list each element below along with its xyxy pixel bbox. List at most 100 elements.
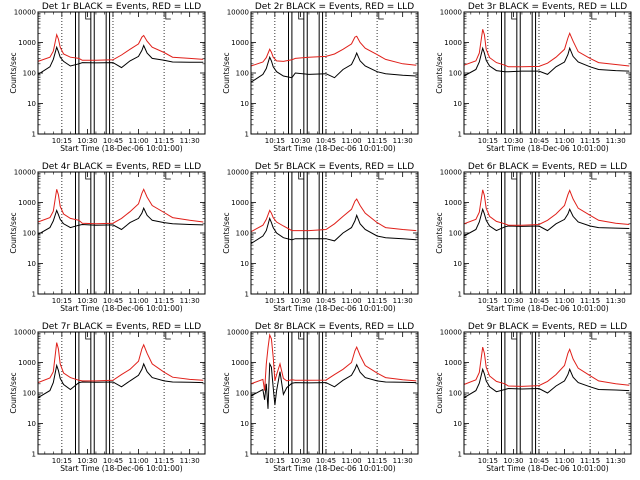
marker-bar	[298, 172, 304, 180]
y-axis-label: Counts/sec	[435, 52, 444, 93]
y-tick-label: 1	[32, 131, 36, 139]
y-tick-label: 10	[453, 420, 462, 428]
events-series-line	[250, 361, 417, 409]
y-tick-label: 10	[240, 420, 249, 428]
x-tick-label: 10:30	[77, 137, 97, 145]
y-tick-label: 100	[23, 390, 36, 398]
x-tick-label: 10:45	[529, 137, 549, 145]
x-tick-label: 11:15	[580, 457, 600, 465]
x-tick-label: 10:15	[478, 457, 498, 465]
marker-bar	[85, 12, 91, 20]
marker-bar	[165, 172, 171, 180]
marker-bar	[298, 12, 304, 20]
y-tick-label: 1000	[18, 199, 36, 207]
y-tick-label: 1	[245, 291, 249, 299]
y-tick-label: 100	[23, 70, 36, 78]
plot-frame	[37, 171, 206, 295]
lld-series-line	[250, 333, 417, 391]
plot-frame	[250, 171, 419, 295]
panel-9: Det 9r BLACK = Events, RED = LLD 1 10 100 10…	[435, 322, 632, 473]
y-tick-label: 1	[245, 451, 249, 459]
y-tick-label: 100	[23, 230, 36, 238]
x-tick-label: 10:15	[478, 297, 498, 305]
x-tick-label: 10:30	[503, 297, 523, 305]
x-tick-label: 11:30	[606, 297, 626, 305]
x-tick-label: 10:15	[265, 297, 285, 305]
y-tick-label: 10000	[227, 169, 249, 177]
x-tick-label: 10:45	[103, 297, 123, 305]
x-tick-label: 10:45	[103, 137, 123, 145]
x-tick-label: 11:00	[341, 137, 361, 145]
x-tick-label: 10:15	[478, 137, 498, 145]
x-tick-label: 11:30	[606, 457, 626, 465]
y-tick-label: 10000	[440, 169, 462, 177]
events-series-line	[463, 46, 630, 77]
x-tick-label: 11:30	[180, 457, 200, 465]
y-tick-label: 1	[458, 291, 462, 299]
x-tick-label: 11:00	[554, 457, 574, 465]
x-tick-label: 10:30	[290, 137, 310, 145]
events-series-line	[37, 206, 204, 235]
x-tick-label: 10:45	[316, 297, 336, 305]
x-tick-label: 10:30	[77, 297, 97, 305]
events-series-line	[37, 44, 204, 75]
lld-series-line	[250, 198, 417, 233]
x-axis-label: Start Time (18-Dec-06 10:01:00)	[486, 304, 608, 313]
y-axis-label: Counts/sec	[9, 372, 18, 413]
panel-title: Det 8r BLACK = Events, RED = LLD	[255, 322, 414, 332]
panel-6: Det 6r BLACK = Events, RED = LLD 1 10 100 10…	[435, 162, 632, 313]
marker-bar	[378, 12, 384, 20]
x-tick-label: 10:15	[52, 137, 72, 145]
x-tick-label: 11:15	[154, 457, 174, 465]
x-tick-label: 11:30	[180, 137, 200, 145]
y-tick-label: 1000	[231, 39, 249, 47]
x-tick-label: 10:30	[503, 137, 523, 145]
y-tick-label: 1000	[18, 359, 36, 367]
panel-title: Det 2r BLACK = Events, RED = LLD	[255, 2, 414, 12]
x-tick-label: 11:15	[580, 297, 600, 305]
x-tick-label: 10:15	[52, 297, 72, 305]
y-tick-label: 100	[236, 70, 249, 78]
y-axis-label: Counts/sec	[222, 52, 231, 93]
x-tick-label: 10:15	[52, 457, 72, 465]
x-tick-label: 10:30	[290, 457, 310, 465]
plot-frame	[37, 11, 206, 135]
x-tick-label: 11:00	[128, 297, 148, 305]
y-tick-label: 100	[236, 230, 249, 238]
x-tick-label: 11:15	[367, 297, 387, 305]
x-tick-label: 11:30	[393, 137, 413, 145]
x-tick-label: 10:45	[103, 457, 123, 465]
lld-series-line	[463, 346, 630, 387]
x-tick-label: 10:45	[316, 457, 336, 465]
x-axis-label: Start Time (18-Dec-06 10:01:00)	[60, 144, 182, 153]
y-tick-label: 10	[453, 260, 462, 268]
y-tick-label: 10	[27, 100, 36, 108]
y-axis-label: Counts/sec	[435, 372, 444, 413]
marker-bar	[591, 332, 597, 340]
x-tick-label: 11:15	[367, 137, 387, 145]
x-axis-label: Start Time (18-Dec-06 10:01:00)	[60, 464, 182, 473]
y-tick-label: 1	[245, 131, 249, 139]
marker-bar	[511, 12, 517, 20]
x-tick-label: 11:30	[393, 297, 413, 305]
panel-title: Det 6r BLACK = Events, RED = LLD	[468, 162, 627, 172]
y-axis-label: Counts/sec	[222, 372, 231, 413]
x-tick-label: 11:00	[554, 137, 574, 145]
y-tick-label: 100	[449, 70, 462, 78]
panel-2: Det 2r BLACK = Events, RED = LLD 1 10 100 10…	[222, 2, 419, 153]
y-tick-label: 10000	[440, 9, 462, 17]
lld-series-line	[463, 189, 630, 226]
marker-bar	[298, 332, 304, 340]
panel-8: Det 8r BLACK = Events, RED = LLD 1 10 100 10…	[222, 322, 419, 473]
y-axis-label: Counts/sec	[9, 212, 18, 253]
plot-frame	[463, 11, 632, 135]
marker-bar	[378, 332, 384, 340]
panel-title: Det 5r BLACK = Events, RED = LLD	[255, 162, 414, 172]
plot-frame	[463, 331, 632, 455]
marker-bar	[85, 172, 91, 180]
panel-5: Det 5r BLACK = Events, RED = LLD 1 10 100 10…	[222, 162, 419, 313]
y-tick-label: 1000	[444, 39, 462, 47]
y-tick-label: 10000	[14, 329, 36, 337]
marker-bar	[511, 172, 517, 180]
